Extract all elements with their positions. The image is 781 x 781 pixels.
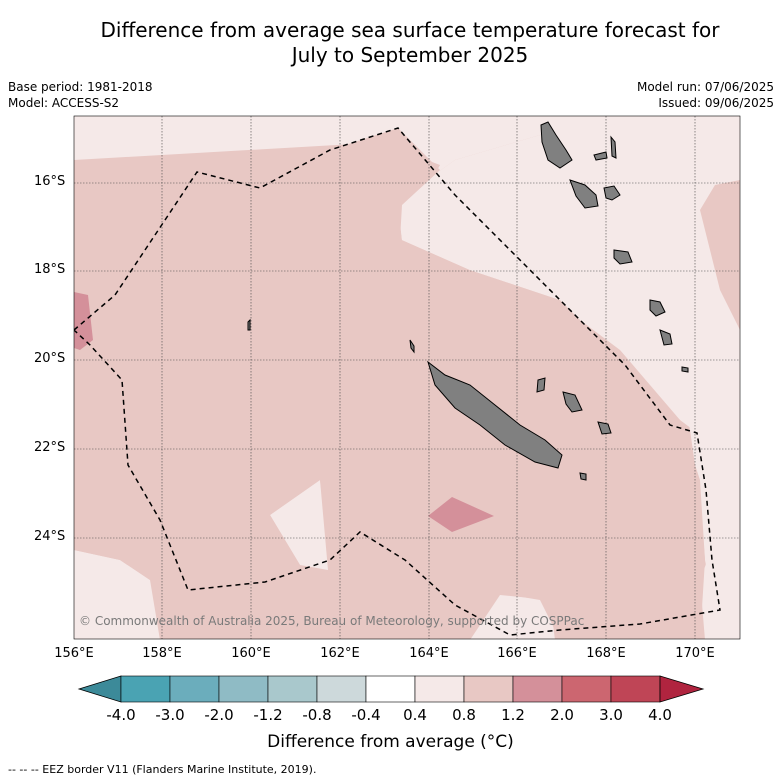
colorbar-box	[512, 675, 563, 703]
islet-north-nc	[409, 339, 415, 354]
island-north-6	[613, 249, 633, 265]
title-line-1: Difference from average sea surface temp…	[100, 18, 720, 42]
colorbar-tick-label: 1.2	[501, 706, 525, 724]
colorbar-box	[610, 675, 661, 703]
title-line-2: July to September 2025	[291, 43, 529, 67]
lon-label-156e: 156°E	[54, 646, 94, 661]
eez-legend-footer: -- -- -- EEZ border V11 (Flanders Marine…	[8, 763, 317, 776]
colorbar-extend-low	[77, 675, 122, 703]
colorbar-tick-label: 3.0	[599, 706, 623, 724]
island-north-4	[610, 135, 617, 159]
colorbar-tick-label: 0.4	[403, 706, 427, 724]
map-area	[74, 116, 740, 639]
issued-date: Issued: 09/06/2025	[658, 96, 774, 110]
colorbar-box	[169, 675, 220, 703]
colorbar-tick-label: 4.0	[648, 706, 672, 724]
eez-border	[74, 127, 721, 636]
lon-label-164e: 164°E	[409, 646, 449, 661]
colorbar-box	[218, 675, 269, 703]
map-frame	[73, 115, 741, 640]
loyalty-2	[597, 421, 612, 435]
anomaly-region-top-left	[74, 116, 640, 160]
colorbar-tick-label: -2.0	[204, 706, 234, 724]
meta-left: Base period: 1981-2018 Model: ACCESS-S2	[8, 79, 153, 111]
meta-right: Model run: 07/06/2025 Issued: 09/06/2025	[637, 79, 774, 111]
colorbar-tick-label: -1.2	[253, 706, 283, 724]
anomaly-region-se	[700, 540, 740, 639]
chesterfield-islet	[247, 318, 251, 331]
colorbar-tick-label: 0.8	[452, 706, 476, 724]
island-east-3	[681, 366, 689, 373]
anomaly-region-small	[270, 480, 328, 570]
lat-label-24s: 24°S	[34, 529, 66, 544]
colorbar-box	[463, 675, 514, 703]
lon-label-168e: 168°E	[586, 646, 626, 661]
loyalty-1	[562, 391, 583, 413]
map-title: Difference from average sea surface temp…	[40, 18, 780, 68]
colorbar-box	[316, 675, 367, 703]
base-period: Base period: 1981-2018	[8, 80, 153, 94]
colorbar-box	[365, 675, 416, 703]
colorbar-box	[414, 675, 465, 703]
colorbar-tick-label: -4.0	[106, 706, 136, 724]
colorbar	[77, 675, 705, 703]
lon-label-160e: 160°E	[231, 646, 271, 661]
colorbar-tick-label: -0.8	[302, 706, 332, 724]
anomaly-region-s	[470, 595, 555, 639]
lat-label-18s: 18°S	[34, 262, 66, 277]
colorbar-title: Difference from average (°C)	[267, 732, 514, 752]
land	[247, 121, 689, 481]
lon-label-170e: 170°E	[675, 646, 715, 661]
lat-label-16s: 16°S	[34, 174, 66, 189]
lon-label-166e: 166°E	[497, 646, 537, 661]
anomaly-region-central	[74, 128, 705, 639]
island-east-2	[659, 329, 673, 346]
colorbar-tick-label: 2.0	[550, 706, 574, 724]
island-north-5	[603, 185, 621, 201]
lon-label-158e: 158°E	[142, 646, 182, 661]
colorbar-extend-high	[659, 675, 705, 703]
anomaly-region-east	[398, 116, 740, 460]
copyright-text: © Commonwealth of Australia 2025, Bureau…	[79, 614, 585, 628]
anomaly-patch-south	[428, 497, 494, 532]
lat-label-22s: 22°S	[34, 440, 66, 455]
island-north-1	[540, 121, 573, 169]
colorbar-box	[267, 675, 318, 703]
colorbar-tick-label: -3.0	[155, 706, 185, 724]
model-run: Model run: 07/06/2025	[636, 80, 774, 94]
loyalty-3	[536, 377, 546, 393]
island-north-3	[593, 151, 608, 161]
island-north-2	[569, 179, 599, 209]
island-south	[579, 472, 587, 481]
colorbar-box	[561, 675, 612, 703]
lon-label-162e: 162°E	[320, 646, 360, 661]
colorbar-tick-label: -0.4	[351, 706, 381, 724]
island-east-1	[649, 299, 666, 317]
model-name: Model: ACCESS-S2	[8, 96, 120, 110]
new-caledonia-main	[427, 360, 563, 469]
gridlines	[74, 116, 740, 639]
colorbar-box	[120, 675, 171, 703]
lat-label-20s: 20°S	[34, 351, 66, 366]
